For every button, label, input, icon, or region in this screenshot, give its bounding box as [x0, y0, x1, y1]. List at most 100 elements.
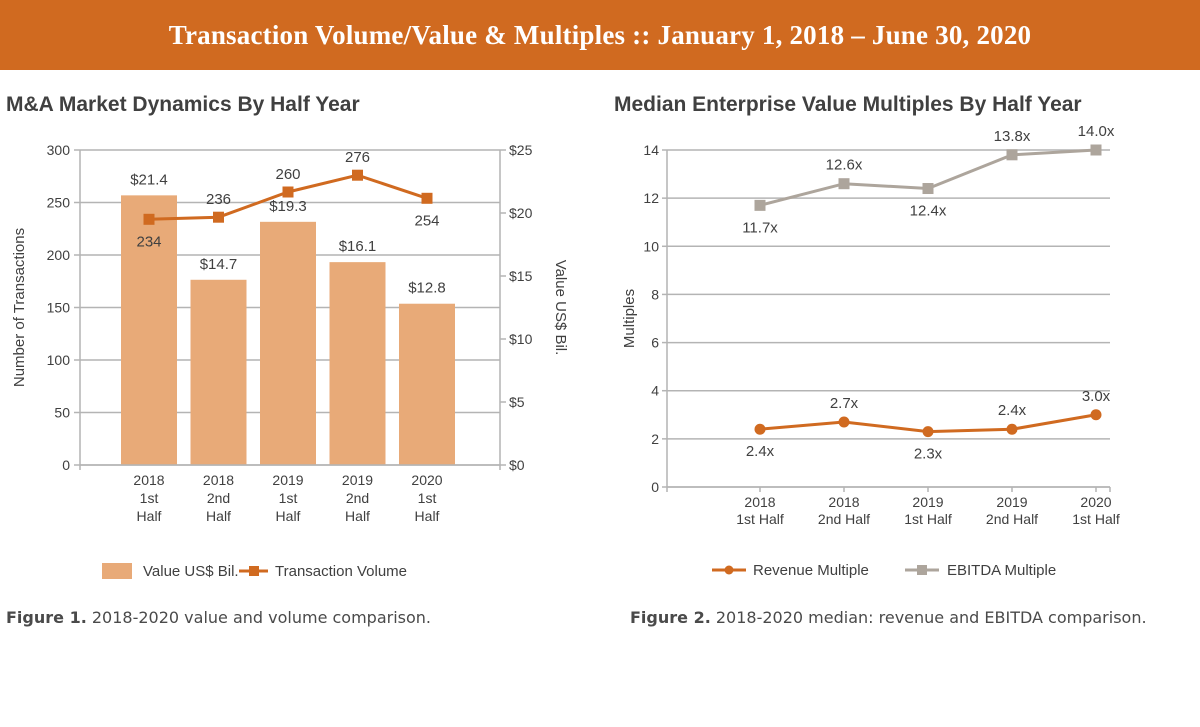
- y-tick-label: 6: [651, 335, 659, 351]
- market-dynamics-chart: 0 50 100 150 200 250 300 $0 $5 $10 $15 $20 $25 $21.4 $…: [11, 142, 569, 580]
- x-tick-label: 2019: [342, 472, 373, 488]
- x-tick-label: 2nd: [346, 490, 369, 506]
- line-value-label: 234: [136, 233, 161, 250]
- bar-value-label: $14.7: [200, 256, 238, 273]
- x-tick-label: 2018: [133, 472, 164, 488]
- data-label: 2.4x: [746, 443, 775, 460]
- bar: [121, 195, 177, 466]
- header-banner: Transaction Volume/Value & Multiples :: …: [0, 0, 1200, 70]
- figure1-caption: Figure 1. 2018-2020 value and volume com…: [6, 608, 431, 627]
- y-tick-label: 100: [47, 352, 71, 368]
- y-tick-label: 14: [643, 142, 659, 158]
- data-label: 2.3x: [914, 446, 943, 463]
- revenue-multiple-marker: [754, 423, 766, 435]
- bar-value-label: $12.8: [408, 280, 446, 297]
- bar-value-label: $19.3: [269, 198, 307, 215]
- y-tick-label: 250: [47, 195, 71, 211]
- ebitda-multiple-line: [759, 148, 1097, 207]
- x-tick-label: 2018: [744, 494, 775, 510]
- line-value-label: 236: [206, 191, 231, 208]
- x-tick-label: 2020: [1080, 494, 1111, 510]
- x-tick-label: 2018: [203, 472, 234, 488]
- x-tick-label: Half: [415, 508, 440, 524]
- x-tick-label: 2nd: [207, 490, 230, 506]
- bar: [399, 303, 455, 465]
- x-tick-label: 2019: [996, 494, 1027, 510]
- y-right-tick-label: $20: [509, 205, 533, 221]
- x-tick-label: Half: [206, 508, 231, 524]
- y-axis-title: Number of Transactions: [11, 228, 28, 387]
- x-tick-label: Half: [345, 508, 370, 524]
- legend-label-volume: Transaction Volume: [275, 563, 407, 580]
- y-tick-label: 50: [54, 405, 70, 421]
- legend-label-ebitda: EBITDA Multiple: [947, 562, 1056, 579]
- data-label: 2.7x: [830, 395, 859, 412]
- legend-label-value: Value US$ Bil.: [143, 563, 239, 580]
- x-tick-label: 1st: [418, 490, 437, 506]
- ebitda-multiple-marker: [1006, 149, 1018, 161]
- revenue-multiple-marker: [1090, 409, 1102, 421]
- x-tick-label: 2020: [411, 472, 442, 488]
- revenue-multiple-marker: [922, 426, 934, 438]
- x-tick-label: 1st Half: [736, 511, 784, 527]
- x-tick-label: 2019: [272, 472, 303, 488]
- y-tick-label: 200: [47, 247, 71, 263]
- data-label: 2.4x: [998, 402, 1027, 419]
- x-tick-label: 2018: [828, 494, 859, 510]
- y-tick-label: 10: [643, 238, 659, 254]
- x-tick-label: 1st: [279, 490, 298, 506]
- chart2-title: Median Enterprise Value Multiples By Hal…: [614, 93, 1082, 116]
- x-tick-label: 1st Half: [904, 511, 952, 527]
- transaction-volume-marker: [143, 213, 155, 225]
- figure2-caption: Figure 2. 2018-2020 median: revenue and …: [630, 608, 1147, 627]
- revenue-multiple-marker: [838, 416, 850, 428]
- figure1-caption-text: 2018-2020 value and volume comparison.: [86, 608, 432, 627]
- data-label: 12.4x: [910, 203, 947, 220]
- data-label: 3.0x: [1082, 388, 1111, 405]
- transaction-volume-marker: [352, 169, 363, 181]
- bar-value-label: $16.1: [339, 238, 377, 255]
- line-value-label: 260: [275, 166, 300, 183]
- x-tick-label: Half: [137, 508, 162, 524]
- ebitda-multiple-marker: [754, 199, 766, 211]
- y-right-tick-label: $5: [509, 394, 525, 410]
- bar: [190, 279, 247, 465]
- legend-swatch-value: [102, 563, 132, 579]
- figure2-caption-text: 2018-2020 median: revenue and EBITDA com…: [710, 608, 1147, 627]
- revenue-multiple-marker: [1006, 423, 1018, 435]
- y-axis-title: Multiples: [621, 289, 638, 348]
- transaction-volume-marker: [421, 192, 433, 204]
- y-right-tick-label: $0: [509, 457, 525, 473]
- y-right-axis-title: Value US$ Bil.: [552, 260, 569, 356]
- y-tick-label: 4: [651, 383, 659, 399]
- ebitda-multiple-marker: [922, 183, 934, 195]
- x-tick-label: 1st Half: [1072, 511, 1120, 527]
- x-tick-label: 2nd Half: [986, 511, 1038, 527]
- y-right-tick-label: $15: [509, 268, 533, 284]
- x-tick-label: 2nd Half: [818, 511, 870, 527]
- data-label: 12.6x: [826, 157, 863, 174]
- data-label: 14.0x: [1078, 123, 1115, 140]
- y-tick-label: 150: [47, 300, 71, 316]
- bar: [260, 221, 316, 465]
- figure2-caption-label: Figure 2.: [630, 608, 711, 627]
- legend-marker-volume: [249, 566, 259, 576]
- legend-label-revenue: Revenue Multiple: [753, 562, 869, 579]
- y-tick-label: 0: [651, 479, 659, 495]
- ebitda-multiple-marker: [838, 178, 850, 190]
- data-label: 13.8x: [994, 128, 1031, 145]
- y-tick-label: 8: [651, 286, 659, 302]
- bar-value-label: $21.4: [130, 171, 168, 188]
- y-right-tick-label: $10: [509, 331, 533, 347]
- y-tick-label: 2: [651, 431, 659, 447]
- transaction-volume-marker: [282, 186, 294, 198]
- x-tick-label: 2019: [912, 494, 943, 510]
- y-right-tick-label: $25: [509, 142, 533, 158]
- ebitda-multiple-marker: [1090, 144, 1102, 156]
- bar: [329, 262, 386, 465]
- chart1-title: M&A Market Dynamics By Half Year: [6, 93, 360, 116]
- y-tick-label: 12: [643, 190, 659, 206]
- line-value-label: 254: [414, 212, 439, 229]
- legend-marker-revenue: [724, 565, 734, 575]
- transaction-volume-marker: [213, 211, 224, 223]
